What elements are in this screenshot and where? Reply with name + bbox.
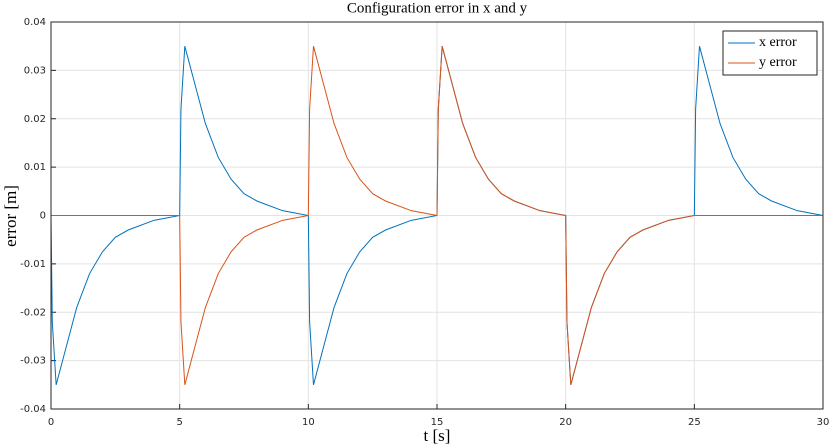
chart-title: Configuration error in x and y (347, 0, 528, 16)
x-tick-label: 10 (302, 417, 315, 428)
line (51, 46, 823, 385)
y-tick-label: 0.01 (24, 162, 46, 173)
y-tick-label: -0.02 (20, 307, 46, 318)
x-axis-label: t [s] (424, 426, 451, 445)
y-tick-label: 0 (40, 211, 46, 222)
y-axis-label: error [m] (1, 185, 20, 247)
x-tick-label: 15 (431, 417, 444, 428)
y-tick-label: -0.03 (20, 356, 46, 367)
legend-box (722, 30, 818, 76)
x-tick-label: 0 (48, 417, 54, 428)
y-tick-label: 0.04 (24, 17, 46, 28)
y-tick-label: -0.01 (20, 259, 46, 270)
y-tick-label: -0.04 (20, 404, 46, 415)
x-tick-label: 5 (176, 417, 182, 428)
y-tick-label: 0.03 (24, 65, 46, 76)
y-tick-label: 0.02 (24, 114, 46, 125)
legend-label: x error (759, 35, 797, 50)
x-tick-label: 20 (559, 417, 572, 428)
x-tick-label: 25 (688, 417, 701, 428)
axes-box (50, 21, 824, 410)
x-tick-label: 30 (817, 417, 830, 428)
legend-label: y error (759, 55, 797, 70)
